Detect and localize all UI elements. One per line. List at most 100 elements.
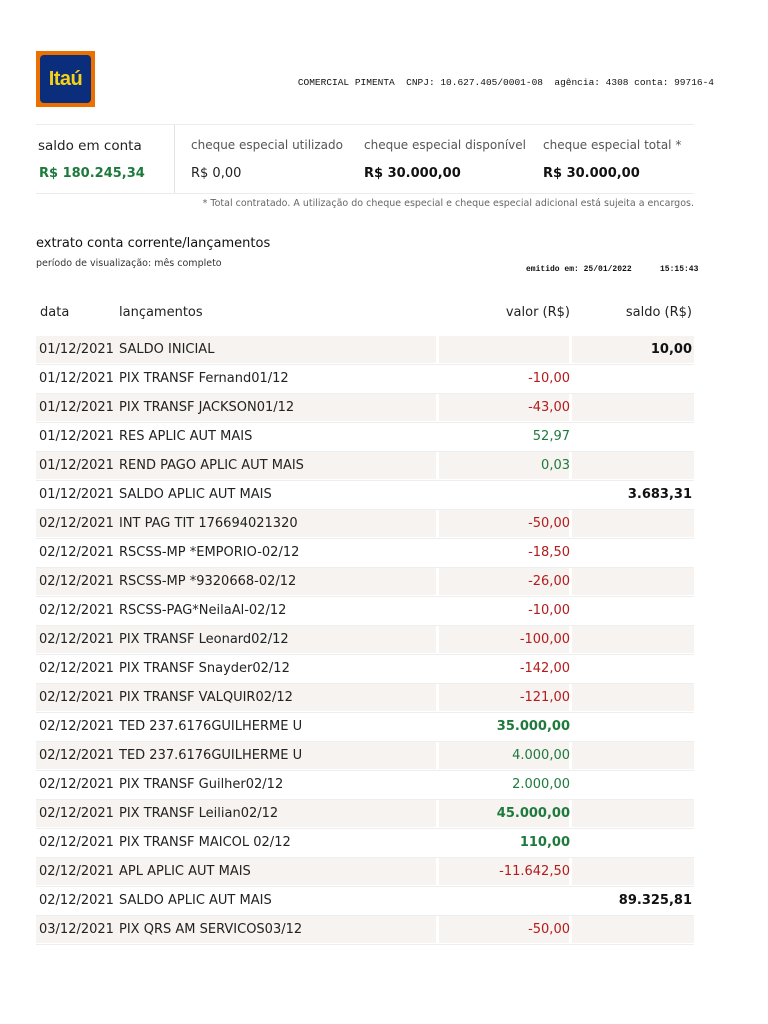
table-row: 02/12/2021 SALDO APLIC AUT MAIS 89.325,81 (36, 887, 694, 916)
row-description: APL APLIC AUT MAIS (119, 864, 251, 879)
total-value: R$ 30.000,00 (543, 166, 640, 181)
row-shade (36, 336, 436, 363)
emitted-time: 15:15:43 (660, 265, 699, 274)
row-shade (439, 626, 569, 653)
row-shade (439, 452, 569, 479)
row-value: 45.000,00 (496, 806, 570, 821)
row-description: PIX TRANSF VALQUIR02/12 (119, 690, 293, 705)
row-description: SALDO APLIC AUT MAIS (119, 487, 272, 502)
row-value: 35.000,00 (496, 719, 570, 734)
row-value: -11.642,50 (499, 864, 570, 879)
row-shade (36, 684, 436, 711)
row-shade (36, 394, 436, 421)
row-value: -18,50 (528, 545, 570, 560)
header-balance: saldo (R$) (625, 305, 692, 320)
table-row: 02/12/2021 PIX TRANSF Guilher02/12 2.000,0… (36, 771, 694, 800)
row-description: PIX TRANSF MAICOL 02/12 (119, 835, 291, 850)
row-value: -10,00 (528, 603, 570, 618)
row-value: -121,00 (519, 690, 570, 705)
row-balance: 89.325,81 (618, 893, 692, 908)
row-date: 02/12/2021 (39, 748, 114, 763)
row-description: PIX TRANSF Leilian02/12 (119, 806, 279, 821)
row-date: 01/12/2021 (39, 342, 114, 357)
header-description: lançamentos (119, 305, 203, 320)
emitted-date: emitido em: 25/01/2022 (526, 265, 632, 274)
account-info: COMERCIAL PIMENTA CNPJ: 10.627.405/0001-… (297, 77, 714, 88)
row-description: RSCSS-MP *EMPORIO-02/12 (119, 545, 300, 560)
row-balance: 3.683,31 (627, 487, 692, 502)
row-date: 02/12/2021 (39, 719, 114, 734)
table-row: 02/12/2021 PIX TRANSF VALQUIR02/12 -121,00 (36, 684, 694, 713)
saldo-cell: saldo em conta R$ 180.245,34 (36, 125, 175, 193)
row-description: TED 237.6176GUILHERME U (119, 748, 303, 763)
row-balance: 10,00 (650, 342, 692, 357)
row-value: -10,00 (528, 371, 570, 386)
row-value: -142,00 (519, 661, 570, 676)
table-row: 01/12/2021 SALDO INICIAL 10,00 (36, 336, 694, 365)
row-description: RSCSS-PAG*NeilaAl-02/12 (119, 603, 287, 618)
row-date: 01/12/2021 (39, 371, 114, 386)
saldo-label: saldo em conta (38, 138, 142, 154)
row-date: 01/12/2021 (39, 429, 114, 444)
utilizado-cell: cheque especial utilizado R$ 0,00 (191, 125, 361, 193)
row-shade (36, 626, 436, 653)
row-shade (439, 742, 569, 769)
statement-period: período de visualização: mês completo (36, 258, 222, 269)
table-row: 02/12/2021 APL APLIC AUT MAIS -11.642,50 (36, 858, 694, 887)
row-shade (572, 800, 694, 827)
row-date: 02/12/2021 (39, 806, 114, 821)
disponivel-value: R$ 30.000,00 (364, 166, 461, 181)
row-date: 01/12/2021 (39, 458, 114, 473)
logo-badge: Itaú (40, 55, 91, 103)
row-date: 02/12/2021 (39, 835, 114, 850)
row-description: PIX TRANSF Leonard02/12 (119, 632, 289, 647)
row-shade (36, 916, 436, 943)
row-description: TED 237.6176GUILHERME U (119, 719, 303, 734)
balance-summary: saldo em conta R$ 180.245,34 cheque espe… (36, 124, 694, 194)
table-row: 01/12/2021 RES APLIC AUT MAIS 52,97 (36, 423, 694, 452)
table-row: 02/12/2021 TED 237.6176GUILHERME U 4.000,0… (36, 742, 694, 771)
row-shade (36, 452, 436, 479)
table-row: 01/12/2021 SALDO APLIC AUT MAIS 3.683,31 (36, 481, 694, 510)
row-shade (572, 916, 694, 943)
row-date: 02/12/2021 (39, 603, 114, 618)
row-shade (36, 568, 436, 595)
footnote: * Total contratado. A utilização do cheq… (202, 198, 694, 209)
row-description: REND PAGO APLIC AUT MAIS (119, 458, 304, 473)
row-shade (439, 394, 569, 421)
row-description: INT PAG TIT 176694021320 (119, 516, 298, 531)
row-value: 0,03 (541, 458, 570, 473)
row-shade (439, 568, 569, 595)
row-description: PIX TRANSF Fernand01/12 (119, 371, 289, 386)
row-date: 02/12/2021 (39, 893, 114, 908)
row-shade (572, 394, 694, 421)
table-row: 01/12/2021 PIX TRANSF Fernand01/12 -10,00 (36, 365, 694, 394)
row-date: 02/12/2021 (39, 690, 114, 705)
row-date: 02/12/2021 (39, 864, 114, 879)
table-row: 03/12/2021 PIX QRS AM SERVICOS03/12 -50,00 (36, 916, 694, 945)
row-date: 01/12/2021 (39, 400, 114, 415)
header-date: data (40, 305, 70, 320)
row-shade (572, 742, 694, 769)
row-date: 02/12/2021 (39, 661, 114, 676)
row-shade (572, 568, 694, 595)
row-value: 110,00 (519, 835, 570, 850)
row-value: -100,00 (519, 632, 570, 647)
row-shade (572, 336, 694, 363)
table-row: 02/12/2021 RSCSS-MP *9320668-02/12 -26,00 (36, 568, 694, 597)
row-shade (572, 452, 694, 479)
row-shade (572, 626, 694, 653)
table-row: 02/12/2021 RSCSS-MP *EMPORIO-02/12 -18,50 (36, 539, 694, 568)
table-row: 02/12/2021 PIX TRANSF Snayder02/12 -142,00 (36, 655, 694, 684)
saldo-value: R$ 180.245,34 (39, 166, 145, 181)
row-date: 03/12/2021 (39, 922, 114, 937)
row-shade (439, 800, 569, 827)
header-value: valor (R$) (505, 305, 570, 320)
row-shade (572, 858, 694, 885)
table-row: 01/12/2021 REND PAGO APLIC AUT MAIS 0,03 (36, 452, 694, 481)
table-row: 01/12/2021 PIX TRANSF JACKSON01/12 -43,00 (36, 394, 694, 423)
row-shade (439, 916, 569, 943)
total-cell: cheque especial total * R$ 30.000,00 (543, 125, 693, 193)
row-description: SALDO APLIC AUT MAIS (119, 893, 272, 908)
row-date: 02/12/2021 (39, 632, 114, 647)
